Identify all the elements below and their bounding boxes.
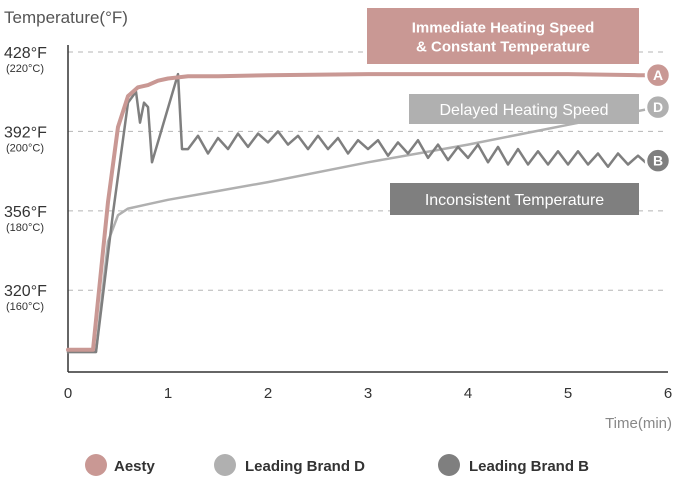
callout-text: Immediate Heating Speed: [412, 20, 595, 37]
x-tick-label: 2: [264, 385, 272, 402]
x-tick-labels: 0 1 2 3 4 5 6: [64, 385, 672, 402]
axes: [67, 45, 668, 373]
y-tick-sublabel: (180°C): [6, 222, 44, 234]
y-tick-label: 356°F: [4, 204, 47, 221]
legend-label: Leading Brand D: [245, 458, 365, 475]
series-line-aesty: [66, 72, 670, 352]
x-axis-label: Time(min): [605, 415, 672, 432]
series-end-marker: [644, 61, 672, 89]
y-tick-sublabel: (200°C): [6, 142, 44, 154]
series-marker-label: A: [653, 67, 663, 83]
grid-lines: [68, 51, 668, 291]
callout-text: & Constant Temperature: [416, 38, 590, 55]
x-tick-label: 4: [464, 385, 472, 402]
legend-swatch: [85, 454, 107, 476]
x-tick-label: 0: [64, 385, 72, 402]
y-tick-label: 428°F: [4, 45, 47, 62]
series-marker-label: D: [653, 99, 663, 115]
x-tick-label: 5: [564, 385, 572, 402]
callouts: Immediate Heating Speed& Constant Temper…: [367, 8, 639, 215]
series-marker-label: B: [653, 153, 663, 169]
y-tick-sublabel: (220°C): [6, 63, 44, 75]
legend-swatch: [214, 454, 236, 476]
series-lines: D B A: [66, 61, 672, 354]
y-axis-label: Temperature(°F): [4, 8, 128, 27]
y-tick-label: 320°F: [4, 283, 47, 300]
legend-label: Leading Brand B: [469, 458, 589, 475]
callout-box: [367, 8, 639, 64]
series-end-marker: [644, 93, 672, 121]
callout-box: [409, 94, 639, 124]
callout-text: Delayed Heating Speed: [439, 102, 608, 119]
callout-box: [390, 183, 639, 215]
y-tick-sublabel: (160°C): [6, 301, 44, 313]
callout-text: Inconsistent Temperature: [425, 192, 604, 209]
y-tick-label: 392°F: [4, 124, 47, 141]
x-tick-label: 1: [164, 385, 172, 402]
series-line-leading-brand-b: [66, 72, 660, 354]
legend-label: Aesty: [114, 458, 156, 475]
legend: Aesty Leading Brand D Leading Brand B: [85, 454, 589, 476]
series-line-leading-brand-d: [66, 105, 660, 354]
x-tick-label: 3: [364, 385, 372, 402]
series-end-marker: [644, 147, 672, 174]
y-tick-labels: 428°F(220°C) 392°F(200°C) 356°F(180°C) 320°…: [4, 45, 47, 313]
legend-swatch: [438, 454, 460, 476]
x-tick-label: 6: [664, 385, 672, 402]
